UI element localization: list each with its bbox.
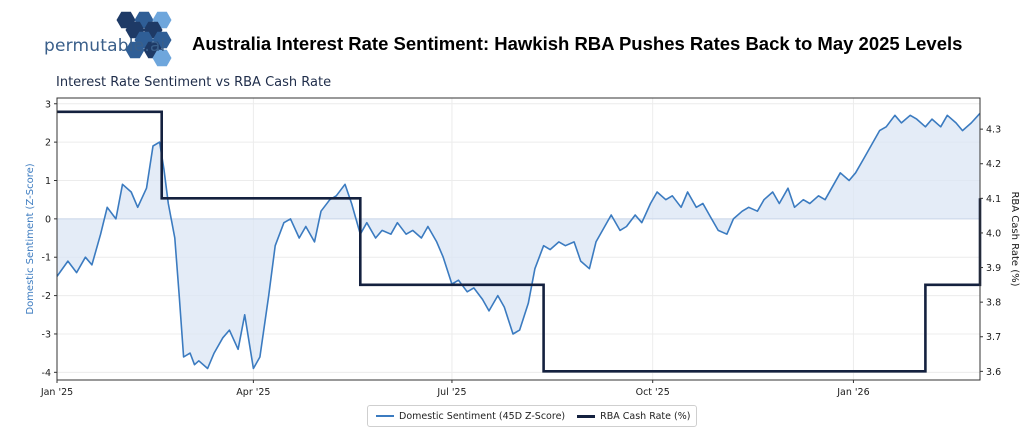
y-right-tick-label: 4.2 bbox=[986, 159, 1001, 170]
legend-item-sentiment: Domestic Sentiment (45D Z-Score) bbox=[376, 411, 565, 422]
sentiment-area bbox=[57, 113, 980, 369]
x-tick-label: Jan '26 bbox=[836, 387, 869, 398]
y-left-tick-label: 1 bbox=[45, 176, 51, 187]
legend-swatch-rba bbox=[577, 414, 596, 418]
y-left-axis-label: Domestic Sentiment (Z-Score) bbox=[25, 163, 36, 314]
series-line-sentiment bbox=[56, 112, 981, 370]
y-left-tick-label: -4 bbox=[42, 368, 51, 379]
y-right-tick-label: 4.0 bbox=[986, 228, 1001, 239]
y-left-tick-label: -3 bbox=[42, 329, 51, 340]
plot-frame bbox=[56, 97, 981, 381]
page-header: permutable.ai Australia Interest Rate Se… bbox=[0, 0, 1024, 72]
y-right-tick-label: 3.7 bbox=[986, 332, 1001, 343]
y-left-tick-label: 2 bbox=[45, 138, 51, 149]
logo-hexagon bbox=[125, 41, 145, 59]
page-title: Australia Interest Rate Sentiment: Hawki… bbox=[192, 33, 963, 54]
brand-name: permutable.ai bbox=[44, 36, 166, 56]
x-tick-label: Jul '25 bbox=[436, 387, 466, 398]
permutable-hexagon-logo-icon bbox=[116, 11, 172, 67]
y-right-axis-label: RBA Cash Rate (%) bbox=[1009, 191, 1020, 286]
y-left-tick-label: -2 bbox=[42, 291, 51, 302]
y-right-tick-label: 3.6 bbox=[986, 367, 1001, 378]
y-right-tick-label: 4.1 bbox=[986, 194, 1001, 205]
legend-label-sentiment: Domestic Sentiment (45D Z-Score) bbox=[399, 410, 566, 422]
series-line-rba bbox=[57, 110, 982, 373]
y-right-tick-label: 4.3 bbox=[986, 125, 1001, 136]
x-tick-label: Oct '25 bbox=[636, 387, 670, 398]
chart-legend: Domestic Sentiment (45D Z-Score) RBA Cas… bbox=[367, 405, 697, 427]
x-tick-label: Apr '25 bbox=[236, 387, 270, 398]
legend-label-rba: RBA Cash Rate (%) bbox=[600, 410, 691, 422]
y-right-tick-label: 3.9 bbox=[986, 263, 1001, 274]
y-right-tick-label: 3.8 bbox=[986, 298, 1001, 309]
logo-hexagon bbox=[152, 49, 172, 67]
x-tick-label: Jan '25 bbox=[40, 387, 73, 398]
legend-swatch-sentiment bbox=[376, 415, 394, 417]
y-left-tick-label: -1 bbox=[42, 253, 51, 264]
y-left-tick-label: 3 bbox=[45, 99, 51, 110]
legend-item-rba: RBA Cash Rate (%) bbox=[577, 411, 690, 422]
chart-title: Interest Rate Sentiment vs RBA Cash Rate bbox=[56, 75, 332, 90]
y-left-tick-label: 0 bbox=[45, 214, 51, 225]
